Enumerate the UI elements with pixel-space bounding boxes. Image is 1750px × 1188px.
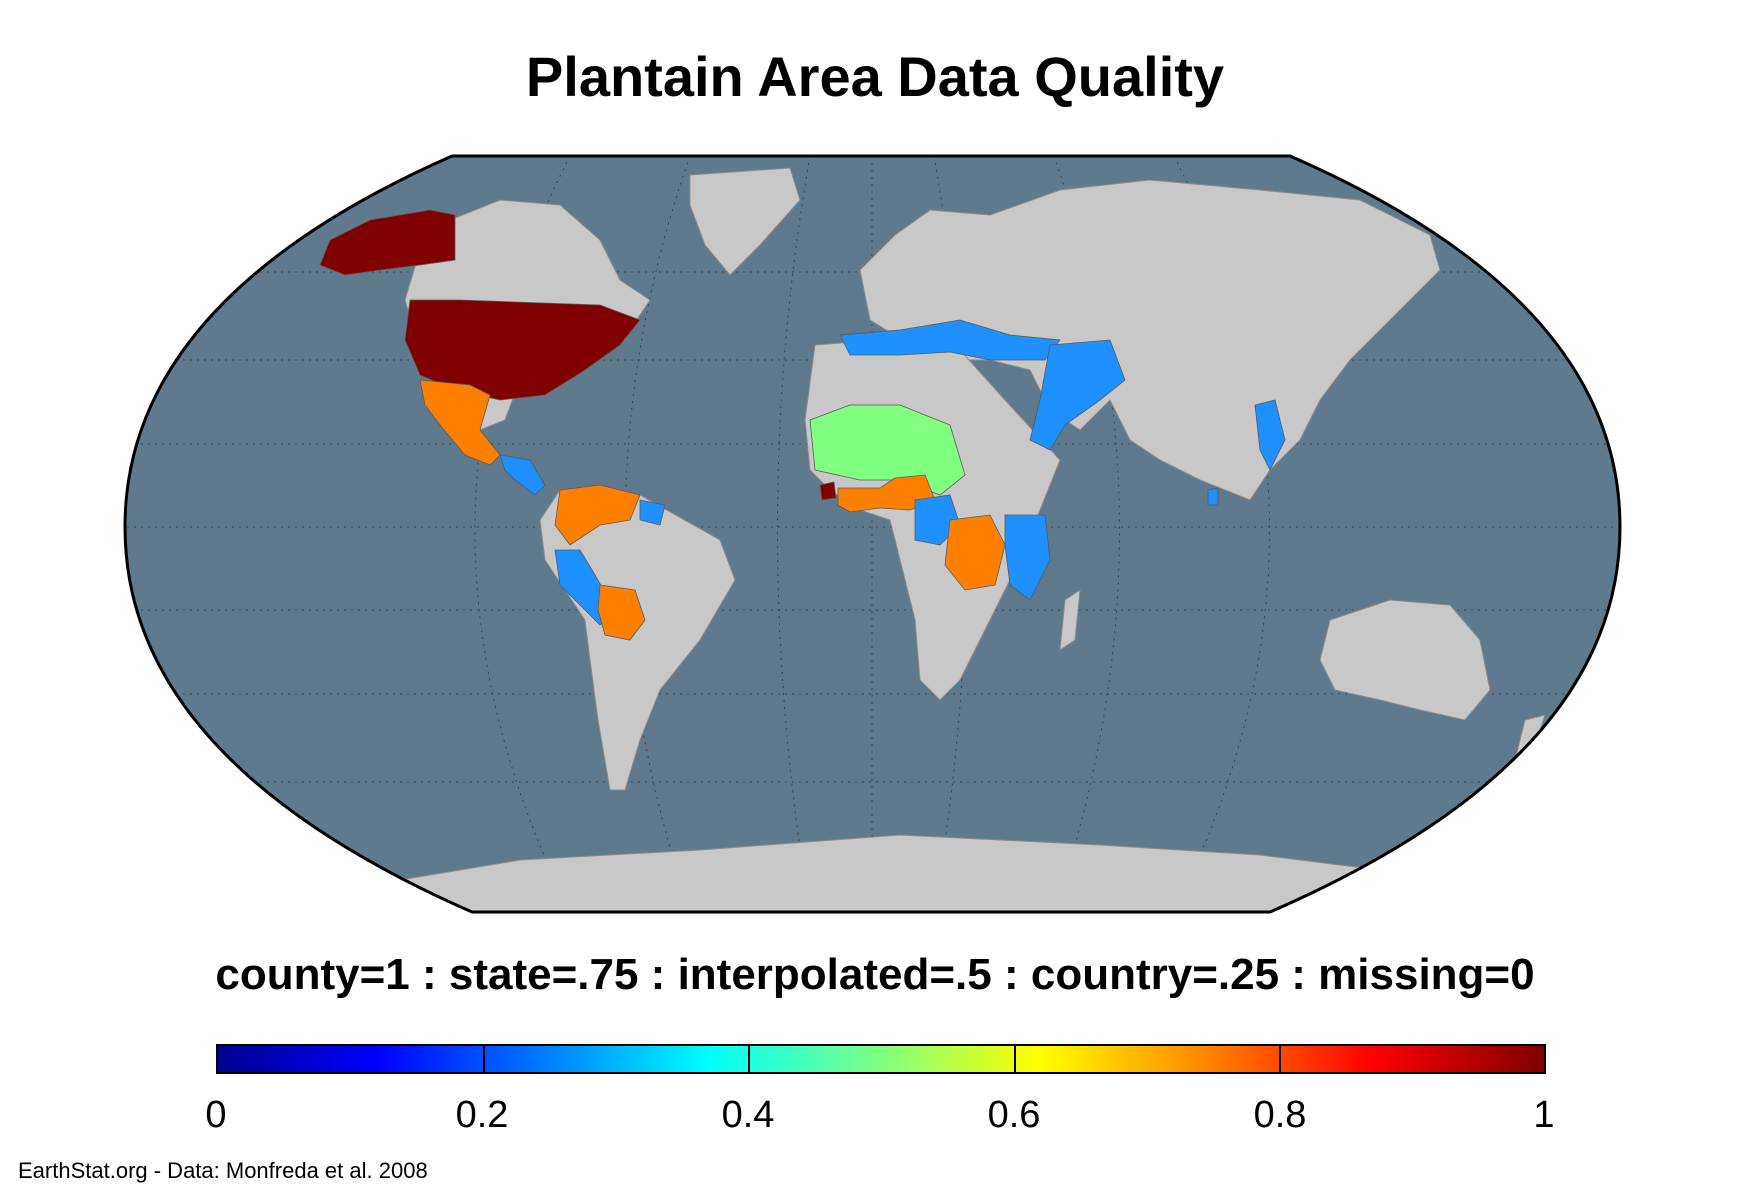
credit-text: EarthStat.org - Data: Monfreda et al. 20… <box>18 1158 428 1183</box>
map-title: Plantain Area Data Quality <box>525 45 1225 108</box>
region-bolivia <box>597 584 646 641</box>
region-east-africa <box>1004 514 1051 601</box>
region-west-sahel <box>809 404 966 496</box>
colorbar-tick <box>1013 1046 1016 1072</box>
region-middle-east <box>1029 339 1126 451</box>
region-united-states <box>404 299 641 401</box>
colorbar-label-0: 0 <box>205 1094 227 1136</box>
data-regions <box>319 209 1286 641</box>
region-sierra-leone <box>819 481 837 501</box>
region-mexico <box>419 379 501 466</box>
region-dr-congo <box>944 514 1006 591</box>
region-mediterranean <box>839 319 1061 361</box>
colorbar-label-0-2: 0.2 <box>455 1094 509 1136</box>
region-sri-lanka <box>1207 487 1219 506</box>
region-guyana <box>639 499 666 526</box>
colorbar-label-1: 1 <box>1533 1094 1555 1136</box>
madagascar-land <box>1059 588 1081 652</box>
colorbar-tick <box>748 1046 751 1072</box>
colorbar-label-0-4: 0.4 <box>721 1094 775 1136</box>
region-myanmar <box>1254 399 1286 471</box>
colorbar <box>216 1044 1546 1074</box>
antarctica-land <box>399 834 1381 912</box>
australia-land <box>1319 599 1491 721</box>
colorbar-tick <box>483 1046 486 1072</box>
greenland-land <box>689 167 801 276</box>
colorbar-tick <box>1278 1046 1281 1072</box>
region-colombia-venezuela <box>554 484 641 546</box>
colorbar-label-0-6: 0.6 <box>987 1094 1041 1136</box>
globe-outline <box>123 154 1622 914</box>
region-alaska <box>319 209 456 276</box>
region-central-america <box>499 454 546 496</box>
colorbar-label-0-8: 0.8 <box>1253 1094 1307 1136</box>
legend-description: county=1 : state=.75 : interpolated=.5 :… <box>215 950 1535 999</box>
